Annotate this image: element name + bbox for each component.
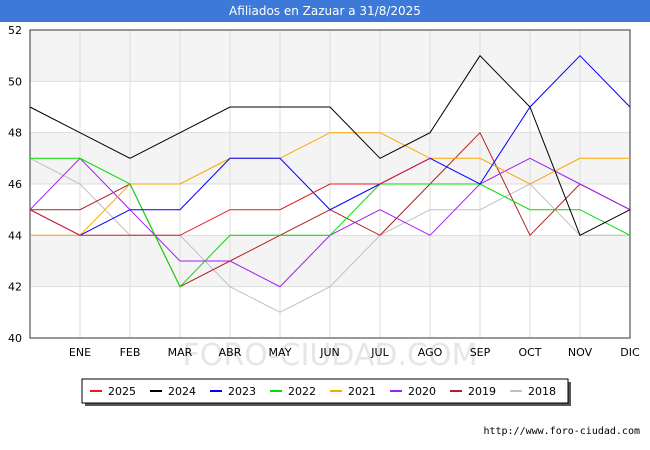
legend: 2025 2024 2023 2022 2021 2020 2019 2018: [81, 378, 571, 406]
y-tick-label: 52: [8, 24, 22, 37]
plot-frame: [29, 29, 631, 339]
title-bar: [0, 0, 650, 22]
y-tick-label: 50: [8, 75, 22, 88]
legend-label-2019: 2019: [468, 385, 496, 398]
legend-box: [81, 378, 569, 404]
chart-title: Afiliados en Zazuar a 31/8/2025: [229, 4, 421, 18]
series-lines: [29, 54, 631, 313]
x-tick-label: OCT: [518, 346, 541, 359]
legend-label-2024: 2024: [168, 385, 196, 398]
x-tick-label: AGO: [418, 346, 443, 359]
y-tick-label: 44: [8, 229, 22, 242]
legend-label-2021: 2021: [348, 385, 376, 398]
y-tick-label: 42: [8, 281, 22, 294]
y-tick-label: 40: [8, 332, 22, 345]
y-tick-label: 48: [8, 127, 22, 140]
series-line-2025: [29, 157, 431, 236]
legend-label-2023: 2023: [228, 385, 256, 398]
x-tick-label: MAY: [269, 346, 292, 359]
x-tick-label: ABR: [219, 346, 242, 359]
x-tick-label: FEB: [120, 346, 141, 359]
x-tick-label: ENE: [69, 346, 91, 359]
y-axis-ticks: 40 42 44 46 48 50 52: [8, 24, 22, 345]
legend-label-2025: 2025: [108, 385, 136, 398]
y-tick-label: 46: [8, 178, 22, 191]
x-tick-label: JUN: [319, 346, 340, 359]
series-line-2022: [30, 157, 631, 288]
watermark: FORO-CIUDAD.COM: [183, 338, 478, 373]
x-tick-label: MAR: [168, 346, 193, 359]
source-text: http://www.foro-ciudad.com: [483, 426, 640, 437]
x-tick-label: SEP: [470, 346, 491, 359]
legend-label-2020: 2020: [408, 385, 436, 398]
x-tick-label: DIC: [620, 346, 640, 359]
x-tick-label: JUL: [370, 346, 389, 359]
legend-label-2022: 2022: [288, 385, 316, 398]
series-line-2024: [29, 54, 631, 236]
x-axis-ticks: ENE FEB MAR ABR MAY JUN JUL AGO SEP OCT NOV DIC: [69, 346, 640, 359]
x-tick-label: NOV: [568, 346, 593, 359]
legend-label-2018: 2018: [528, 385, 556, 398]
